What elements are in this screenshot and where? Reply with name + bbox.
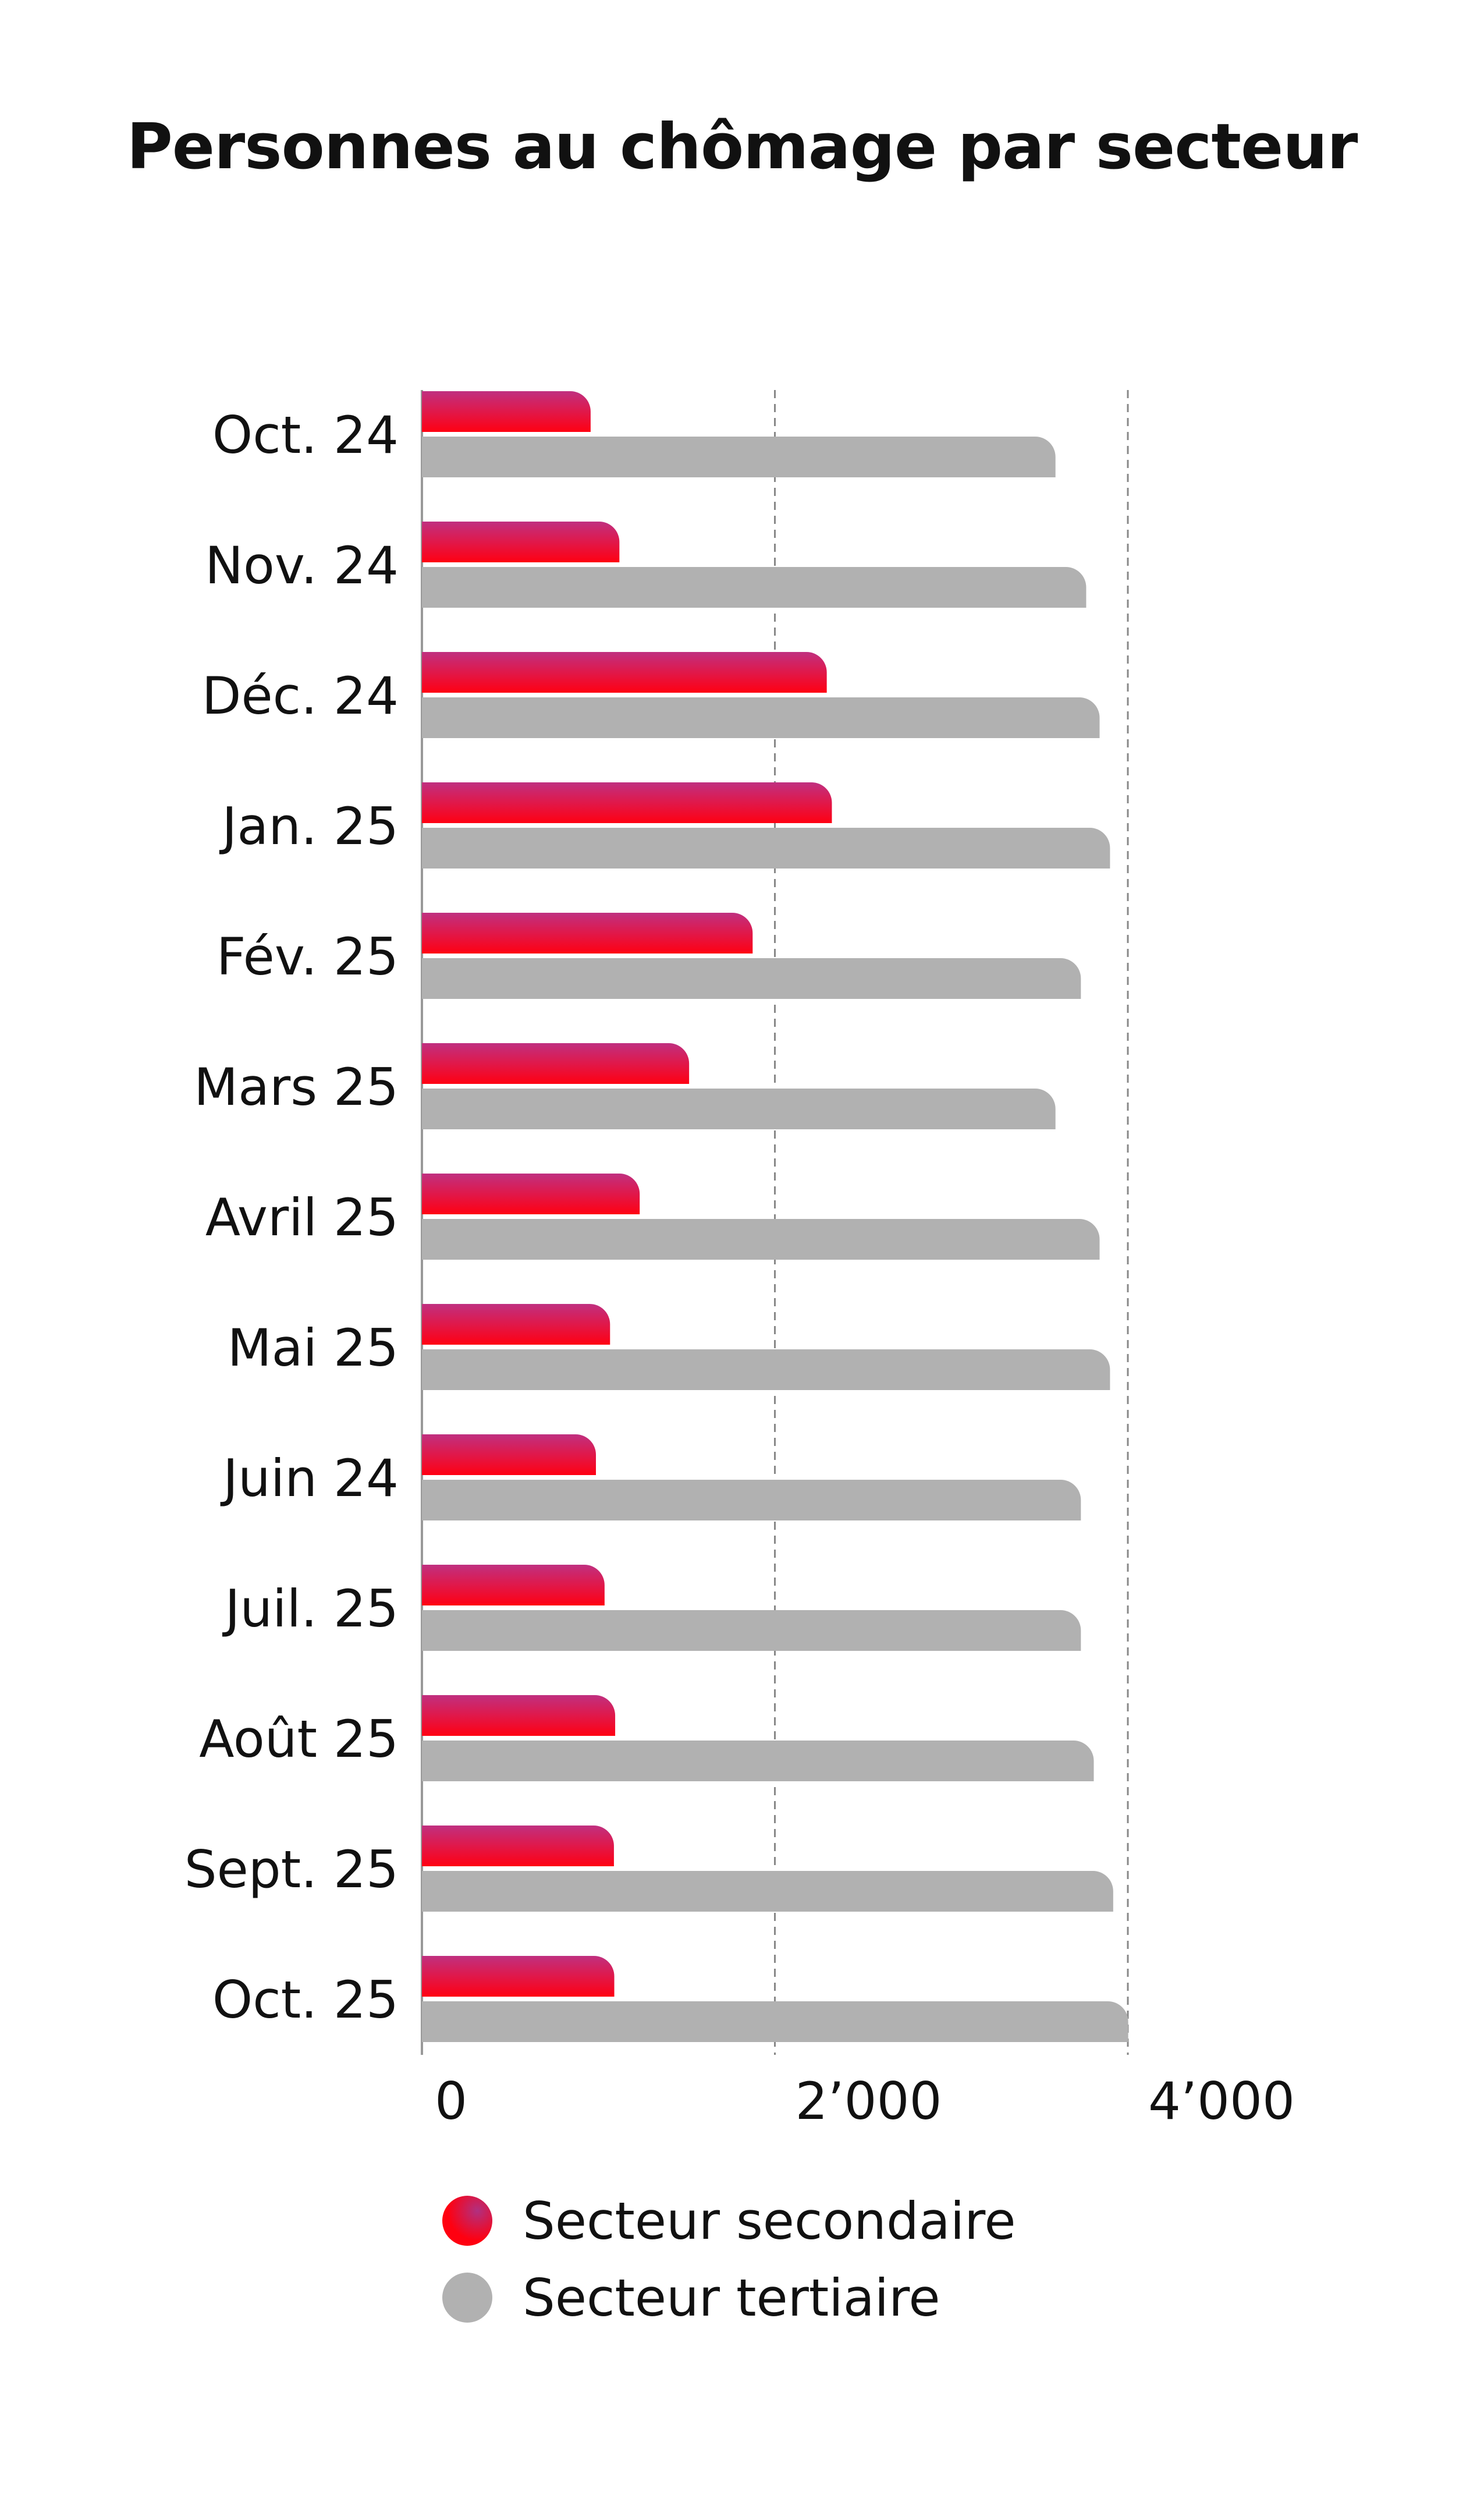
bar-secteur-tertiaire: [422, 567, 1087, 608]
category-label: Août 25: [199, 1709, 399, 1769]
legend-label: Secteur tertiaire: [523, 2267, 940, 2328]
bar-secteur-tertiaire: [422, 1089, 1056, 1129]
bar-chart: Oct. 24 Nov. 24 Déc. 24 Jan. 25 Fév. 25 Mars …: [184, 390, 1295, 2131]
bar-secteur-tertiaire: [422, 1219, 1100, 1260]
legend: Secteur secondaire Secteur tertiaire: [442, 2189, 1016, 2342]
bar-secteur-secondaire: [422, 1565, 605, 1605]
x-tick-label: 0: [435, 2071, 467, 2131]
bar-secteur-tertiaire: [422, 697, 1100, 738]
category-label: Oct. 25: [212, 1970, 399, 2030]
bar-secteur-secondaire: [422, 391, 591, 432]
category-label: Nov. 24: [205, 536, 399, 596]
bar-secteur-tertiaire: [422, 1610, 1081, 1651]
legend-item-tertiaire: Secteur tertiaire: [442, 2266, 1016, 2330]
legend-swatch-tertiaire: [442, 2273, 492, 2323]
bar-secteur-secondaire: [422, 1043, 690, 1084]
bar-secteur-tertiaire: [422, 828, 1110, 869]
legend-item-secondaire: Secteur secondaire: [442, 2189, 1016, 2253]
bar-secteur-tertiaire: [422, 437, 1056, 477]
category-label: Avril 25: [205, 1188, 399, 1247]
x-tick-label: 2’000: [796, 2071, 942, 2131]
bar-secteur-secondaire: [422, 1956, 615, 1997]
category-label: Juin 24: [220, 1448, 399, 1508]
legend-swatch-secondaire: [442, 2196, 492, 2246]
bar-secteur-secondaire: [422, 1174, 640, 1214]
bar-secteur-secondaire: [422, 1304, 610, 1345]
bar-secteur-tertiaire: [422, 1741, 1094, 1781]
bar-secteur-tertiaire: [422, 1480, 1081, 1520]
bar-secteur-tertiaire: [422, 1871, 1113, 1912]
bar-secteur-secondaire: [422, 1826, 614, 1866]
category-label: Juil. 25: [222, 1579, 399, 1639]
bar-secteur-secondaire: [422, 522, 620, 562]
category-label: Déc. 24: [202, 666, 399, 726]
bar-secteur-secondaire: [422, 652, 827, 693]
x-tick-label: 4’000: [1148, 2071, 1295, 2131]
category-label: Fév. 25: [216, 927, 399, 987]
category-label: Oct. 24: [212, 405, 399, 465]
category-label: Sept. 25: [184, 1839, 399, 1899]
bar-secteur-secondaire: [422, 1695, 616, 1736]
bar-secteur-secondaire: [422, 913, 753, 954]
bar-secteur-secondaire: [422, 1434, 597, 1475]
category-label: Jan. 25: [219, 796, 399, 856]
category-label: Mai 25: [228, 1318, 399, 1378]
bar-secteur-secondaire: [422, 782, 832, 823]
chart-title: Personnes au chômage par secteur: [126, 111, 1358, 183]
bar-secteur-tertiaire: [422, 958, 1081, 999]
bar-secteur-tertiaire: [422, 1349, 1110, 1390]
category-label: Mars 25: [194, 1057, 399, 1117]
legend-label: Secteur secondaire: [523, 2190, 1016, 2251]
bar-secteur-tertiaire: [422, 2001, 1128, 2042]
